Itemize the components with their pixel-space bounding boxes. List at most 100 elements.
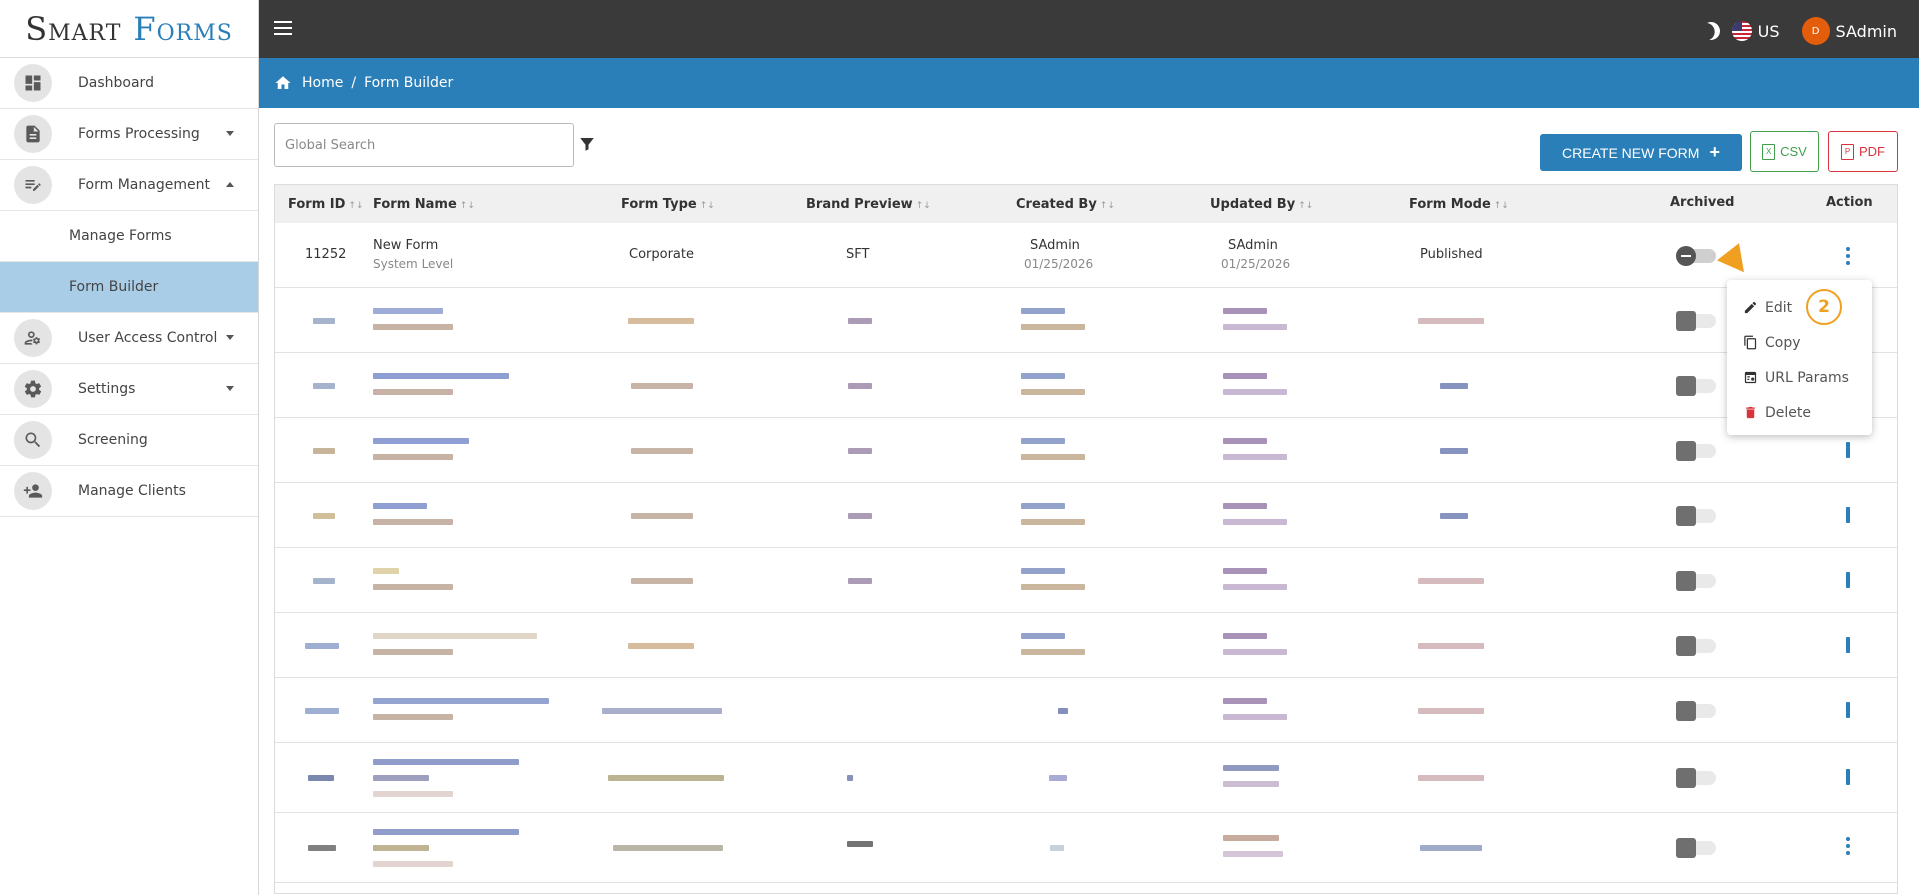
- copy-icon: [1744, 335, 1757, 350]
- table-row[interactable]: [275, 288, 1897, 353]
- form-level-cell: System Level: [373, 257, 454, 271]
- breadcrumb: Home / Form Builder: [259, 58, 1919, 108]
- archived-toggle[interactable]: [1676, 768, 1716, 788]
- menu-item-label: Delete: [1765, 404, 1811, 421]
- archived-toggle[interactable]: [1676, 701, 1716, 721]
- sidebar-item-manage-clients[interactable]: Manage Clients: [0, 466, 258, 517]
- column-header-brand-preview[interactable]: Brand Preview ↑↓: [806, 197, 931, 212]
- table-row[interactable]: [275, 353, 1897, 418]
- breadcrumb-home[interactable]: Home: [302, 75, 344, 91]
- sidebar-subitem-form-builder[interactable]: Form Builder: [0, 262, 258, 313]
- sort-icon[interactable]: ↑↓: [1099, 201, 1115, 211]
- home-icon[interactable]: [274, 74, 292, 92]
- logo-word-smart: Smart: [25, 9, 122, 48]
- table-row[interactable]: 11252 New Form System Level Corporate SF…: [275, 223, 1897, 288]
- plus-icon: +: [1709, 142, 1720, 162]
- table-row[interactable]: [275, 743, 1897, 813]
- sidebar-item-label: Forms Processing: [78, 126, 200, 142]
- sort-icon[interactable]: ↑↓: [1493, 201, 1509, 211]
- archived-toggle[interactable]: [1676, 838, 1716, 858]
- column-header-archived: Archived: [1670, 195, 1735, 210]
- table-row[interactable]: [275, 418, 1897, 483]
- sort-icon[interactable]: ↑↓: [915, 201, 931, 211]
- top-right-controls: US D SAdmin: [1702, 17, 1897, 45]
- search-input[interactable]: [274, 123, 574, 167]
- user-name[interactable]: SAdmin: [1835, 21, 1897, 41]
- archived-toggle[interactable]: [1676, 311, 1716, 331]
- sidebar-item-label: Form Management: [78, 177, 210, 193]
- sidebar-item-screening[interactable]: Screening: [0, 415, 258, 466]
- column-header-created-by[interactable]: Created By ↑↓: [1016, 197, 1115, 212]
- menu-item-url-params[interactable]: URL Params: [1727, 360, 1872, 395]
- sort-icon[interactable]: ↑↓: [1298, 201, 1314, 211]
- us-flag-icon[interactable]: [1731, 21, 1752, 41]
- filter-icon[interactable]: [578, 135, 596, 153]
- sort-icon[interactable]: ↑↓: [459, 201, 475, 211]
- row-action-menu: Edit Copy URL Params Delete: [1727, 280, 1872, 435]
- table-row[interactable]: [275, 483, 1897, 548]
- archived-toggle[interactable]: [1676, 636, 1716, 656]
- archived-toggle[interactable]: [1676, 376, 1716, 396]
- archived-toggle[interactable]: [1676, 441, 1716, 461]
- brand-preview-cell: SFT: [846, 247, 870, 262]
- chevron-down-icon: [226, 131, 234, 136]
- sidebar-item-label: Manage Clients: [78, 483, 186, 499]
- sidebar-subitem-manage-forms[interactable]: Manage Forms: [0, 211, 258, 262]
- menu-item-delete[interactable]: Delete: [1727, 395, 1872, 430]
- table-row[interactable]: [275, 548, 1897, 613]
- updated-by-cell: SAdmin: [1228, 238, 1278, 253]
- more-actions-icon[interactable]: [1846, 635, 1850, 653]
- dark-mode-icon[interactable]: [1698, 19, 1723, 44]
- created-by-cell: SAdmin: [1030, 238, 1080, 253]
- sort-icon[interactable]: ↑↓: [348, 201, 364, 211]
- pdf-export-button[interactable]: P PDF: [1828, 131, 1898, 172]
- locale-label[interactable]: US: [1757, 21, 1780, 41]
- table-row[interactable]: [275, 613, 1897, 678]
- gear-icon: [14, 370, 52, 408]
- column-header-form-id[interactable]: Form ID ↑↓: [288, 197, 364, 212]
- pdf-label: PDF: [1859, 144, 1885, 159]
- column-header-form-name[interactable]: Form Name ↑↓: [373, 197, 475, 212]
- top-bar: US D SAdmin: [259, 0, 1919, 58]
- more-actions-icon[interactable]: [1846, 767, 1850, 785]
- app-logo[interactable]: Smart Forms: [0, 0, 258, 58]
- document-icon: [14, 115, 52, 153]
- sidebar-item-settings[interactable]: Settings: [0, 364, 258, 415]
- column-header-updated-by[interactable]: Updated By ↑↓: [1210, 197, 1314, 212]
- table-row[interactable]: [275, 678, 1897, 743]
- csv-label: CSV: [1780, 144, 1807, 159]
- forms-table: Form ID ↑↓ Form Name ↑↓ Form Type ↑↓ Brand …: [274, 184, 1898, 894]
- more-actions-icon[interactable]: [1846, 440, 1850, 458]
- menu-item-edit[interactable]: Edit: [1727, 290, 1872, 325]
- breadcrumb-current: Form Builder: [364, 75, 454, 91]
- chevron-down-icon: [226, 335, 234, 340]
- column-header-form-type[interactable]: Form Type ↑↓: [621, 197, 715, 212]
- sidebar-item-form-management[interactable]: Form Management: [0, 160, 258, 211]
- breadcrumb-separator: /: [351, 75, 357, 91]
- create-new-form-button[interactable]: CREATE NEW FORM +: [1540, 134, 1742, 171]
- more-actions-icon[interactable]: [1846, 700, 1850, 718]
- sidebar-item-dashboard[interactable]: Dashboard: [0, 58, 258, 109]
- archived-toggle[interactable]: [1676, 246, 1716, 266]
- more-actions-icon[interactable]: [1846, 570, 1850, 588]
- column-header-form-mode[interactable]: Form Mode ↑↓: [1409, 197, 1509, 212]
- more-actions-icon[interactable]: [1846, 837, 1850, 855]
- step-badge: 2: [1806, 289, 1842, 325]
- sidebar-item-forms-processing[interactable]: Forms Processing: [0, 109, 258, 160]
- more-actions-icon[interactable]: [1846, 247, 1850, 265]
- archived-toggle[interactable]: [1676, 506, 1716, 526]
- menu-item-copy[interactable]: Copy: [1727, 325, 1872, 360]
- updated-date-cell: 01/25/2026: [1221, 257, 1291, 271]
- url-params-icon: [1744, 371, 1757, 384]
- table-row[interactable]: [275, 813, 1897, 883]
- logo-word-forms: Forms: [133, 9, 233, 48]
- csv-export-button[interactable]: X CSV: [1750, 131, 1819, 172]
- avatar[interactable]: D: [1801, 17, 1830, 45]
- archived-toggle[interactable]: [1676, 571, 1716, 591]
- excel-file-icon: X: [1762, 143, 1776, 160]
- sort-icon[interactable]: ↑↓: [699, 201, 715, 211]
- more-actions-icon[interactable]: [1846, 505, 1850, 523]
- created-date-cell: 01/25/2026: [1024, 257, 1094, 271]
- hamburger-menu-icon[interactable]: [274, 21, 292, 35]
- sidebar-item-user-access-control[interactable]: User Access Control: [0, 313, 258, 364]
